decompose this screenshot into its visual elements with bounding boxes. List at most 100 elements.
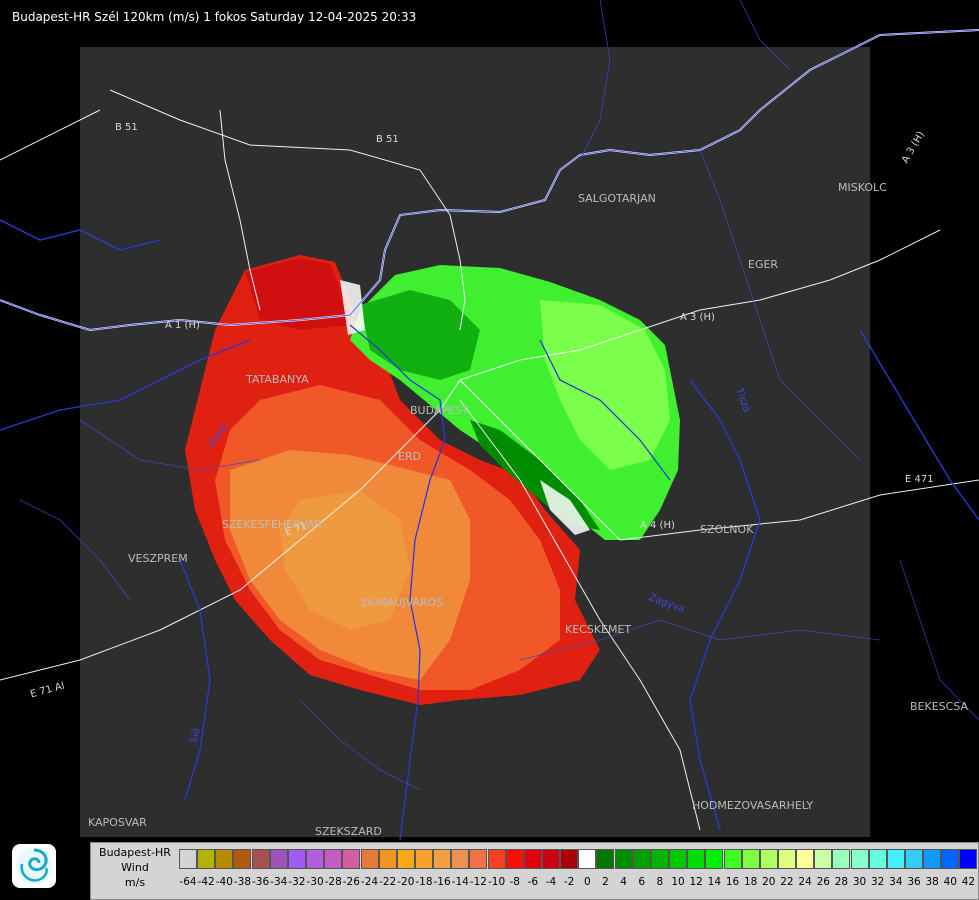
legend-tick-label: 24 xyxy=(798,876,812,888)
legend-unit: m/s xyxy=(124,876,146,889)
city-label-hodmezovasarhely: HODMEZOVASARHELY xyxy=(692,799,814,812)
legend-swatch xyxy=(360,849,379,869)
road-lines xyxy=(0,89,979,831)
river-lines xyxy=(0,219,979,841)
legend-tick-label: -38 xyxy=(233,876,252,888)
legend-swatch xyxy=(378,849,397,869)
legend-swatch xyxy=(197,849,216,869)
road-label-a1: A 1 (H) xyxy=(165,320,200,331)
city-label-salgotarjan: SALGOTARJAN xyxy=(578,192,656,205)
legend-tick-label: 34 xyxy=(889,876,903,888)
legend-swatch xyxy=(233,849,252,869)
legend-tick-label: -20 xyxy=(397,876,415,888)
legend-swatch xyxy=(269,849,288,869)
legend-swatch xyxy=(433,849,452,869)
legend-tick-label: -14 xyxy=(451,876,469,888)
city-label-bekescsaba: BEKESCSA xyxy=(910,700,969,713)
legend-swatch xyxy=(687,849,706,869)
legend-tick-label: -30 xyxy=(306,876,324,888)
legend-swatch xyxy=(542,849,560,869)
legend-tick-label: -24 xyxy=(360,876,379,888)
legend-swatch xyxy=(342,849,361,869)
city-label-kaposvar: KAPOSVAR xyxy=(88,816,147,829)
road-label-a4: A 4 (H) xyxy=(640,520,675,531)
legend-swatch xyxy=(814,849,833,869)
legend-swatch xyxy=(596,849,615,869)
legend-tick-label: -28 xyxy=(324,876,342,888)
legend-tick-label: 20 xyxy=(762,876,776,888)
legend-swatch xyxy=(632,849,651,869)
city-label-szolnok: SZOLNOK xyxy=(700,523,754,536)
city-label-kecskemet: KECSKEMET xyxy=(565,623,632,636)
legend-tick-label: 40 xyxy=(943,876,957,888)
legend-tick-label: 30 xyxy=(852,876,867,888)
legend-tick-label: -36 xyxy=(252,876,270,888)
legend-tick-label: 38 xyxy=(925,876,939,888)
legend-tick-label: -26 xyxy=(342,876,360,888)
legend-swatch xyxy=(414,849,433,869)
legend-tick-label: -22 xyxy=(379,876,397,888)
legend-tick-label: -18 xyxy=(415,876,433,888)
legend-swatch xyxy=(215,849,234,869)
legend-tick-label: -34 xyxy=(270,876,288,888)
legend-tick-label: 2 xyxy=(602,876,609,888)
legend-tick-label: 12 xyxy=(689,876,703,888)
legend-swatch xyxy=(324,849,343,869)
legend-tick-label: 8 xyxy=(656,876,664,888)
legend-tick-label: 36 xyxy=(907,876,921,888)
legend-swatch xyxy=(614,849,633,869)
service-logo xyxy=(12,844,56,888)
legend-swatch xyxy=(723,849,742,869)
legend-swatch xyxy=(959,849,978,869)
legend-swatch xyxy=(850,849,869,869)
legend-tick-label: -12 xyxy=(469,876,487,888)
legend-tick-label: 32 xyxy=(871,876,885,888)
legend-quantity: Wind xyxy=(121,861,149,874)
road-label-b51-west: B 51 xyxy=(115,122,138,133)
city-label-dunaujvaros: DUNAUJVAROS xyxy=(362,596,444,609)
legend-swatch xyxy=(487,849,506,869)
legend-tick-label: 4 xyxy=(620,876,627,888)
legend-tick-label: -6 xyxy=(527,876,539,888)
region-boundaries xyxy=(19,0,979,791)
legend-swatch xyxy=(777,849,796,869)
swirl-logo-icon xyxy=(16,848,52,884)
radar-echo-positive xyxy=(340,265,680,540)
legend-tick-label: -42 xyxy=(197,876,215,888)
legend-tick-label: 14 xyxy=(707,876,722,888)
legend-swatch xyxy=(868,849,887,869)
city-label-tatabanya: TATABANYA xyxy=(246,373,309,386)
legend-swatch xyxy=(451,849,470,869)
city-label-miskolc: MISKOLC xyxy=(838,181,887,194)
legend-label: Budapest-HR Wind m/s xyxy=(91,845,179,890)
legend-source: Budapest-HR xyxy=(99,846,171,859)
legend-swatch xyxy=(251,849,270,869)
legend-tick-label: -32 xyxy=(288,876,306,888)
legend-swatch xyxy=(578,849,597,869)
legend-swatch xyxy=(796,849,815,869)
city-label-eger: EGER xyxy=(748,258,779,271)
city-label-erd: ERD xyxy=(398,450,422,463)
legend-swatch xyxy=(505,849,524,869)
legend-tick-label: 18 xyxy=(743,876,758,888)
road-label-a3-east: A 3 (H) xyxy=(680,312,715,323)
legend-tick-label: 42 xyxy=(961,876,976,888)
road-label-e471: E 471 xyxy=(905,474,934,485)
city-label-budapest: BUDAPEST xyxy=(410,404,469,417)
legend-swatch xyxy=(287,849,306,869)
road-label-b51-east: B 51 xyxy=(376,134,399,145)
legend-tick-label: -10 xyxy=(487,876,506,888)
city-label-szekesfehervar: SZEKESFEHERVAR xyxy=(222,518,323,531)
legend-tick-label: -4 xyxy=(545,876,557,888)
legend-swatch xyxy=(179,849,197,869)
legend-swatch xyxy=(923,849,942,869)
legend-tick-label: 28 xyxy=(834,876,849,888)
city-label-veszprem: VESZPREM xyxy=(128,552,188,565)
legend-tick-label: -64 xyxy=(179,876,197,888)
legend-tick-label: 10 xyxy=(671,876,685,888)
map-title: Budapest-HR Szél 120km (m/s) 1 fokos Sat… xyxy=(12,10,417,24)
legend-tick-label: 26 xyxy=(816,876,830,888)
legend-tick-label: 16 xyxy=(725,876,740,888)
